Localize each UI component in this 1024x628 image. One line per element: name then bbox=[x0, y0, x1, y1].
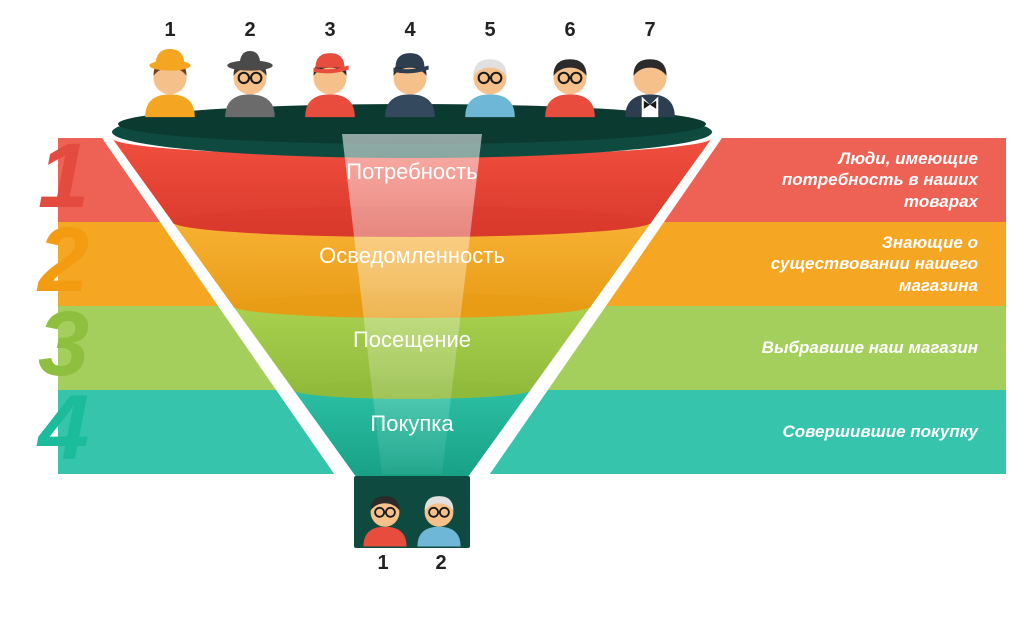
person-top-num-7: 7 bbox=[644, 19, 655, 42]
stage-desc-4: Совершившие покупку bbox=[783, 421, 979, 442]
people-bottom-box bbox=[354, 476, 470, 548]
stage-number-4: 4 bbox=[38, 382, 85, 474]
person-top-avatar-2 bbox=[219, 44, 281, 118]
person-top-avatar-5 bbox=[459, 44, 521, 118]
person-top-2: 2 bbox=[214, 19, 286, 118]
stage-desc-2: Знающие о существовании нашего магазина bbox=[748, 232, 978, 296]
funnel-label-1: Потребность bbox=[212, 159, 612, 185]
person-top-6: 6 bbox=[534, 19, 606, 118]
person-top-3: 3 bbox=[294, 19, 366, 118]
stage-desc-3: Выбравшие наш магазин bbox=[762, 337, 978, 358]
person-top-avatar-7 bbox=[619, 44, 681, 118]
funnel-label-3: Посещение bbox=[212, 327, 612, 353]
people-bottom-numbers: 12 bbox=[354, 552, 470, 577]
person-top-num-2: 2 bbox=[244, 19, 255, 42]
person-top-avatar-1 bbox=[139, 44, 201, 118]
person-top-4: 4 bbox=[374, 19, 446, 118]
person-bottom-avatar-1 bbox=[358, 482, 412, 548]
person-top-avatar-4 bbox=[379, 44, 441, 118]
funnel-label-2: Осведомленность bbox=[212, 243, 612, 269]
person-top-1: 1 bbox=[134, 19, 206, 118]
person-top-num-4: 4 bbox=[404, 19, 415, 42]
person-top-avatar-6 bbox=[539, 44, 601, 118]
people-top-row: 1 2 3 4 5 6 7 bbox=[130, 0, 690, 118]
person-top-num-3: 3 bbox=[324, 19, 335, 42]
funnel-label-4: Покупка bbox=[212, 411, 612, 437]
person-bottom-avatar-2 bbox=[412, 482, 466, 548]
person-top-7: 7 bbox=[614, 19, 686, 118]
person-top-num-1: 1 bbox=[164, 19, 175, 42]
person-bottom-num-1: 1 bbox=[377, 552, 388, 575]
stage-desc-1: Люди, имеющие потребность в наших товара… bbox=[748, 148, 978, 212]
person-top-num-5: 5 bbox=[484, 19, 495, 42]
person-top-avatar-3 bbox=[299, 44, 361, 118]
person-top-num-6: 6 bbox=[564, 19, 575, 42]
person-top-5: 5 bbox=[454, 19, 526, 118]
person-bottom-num-2: 2 bbox=[435, 552, 446, 575]
